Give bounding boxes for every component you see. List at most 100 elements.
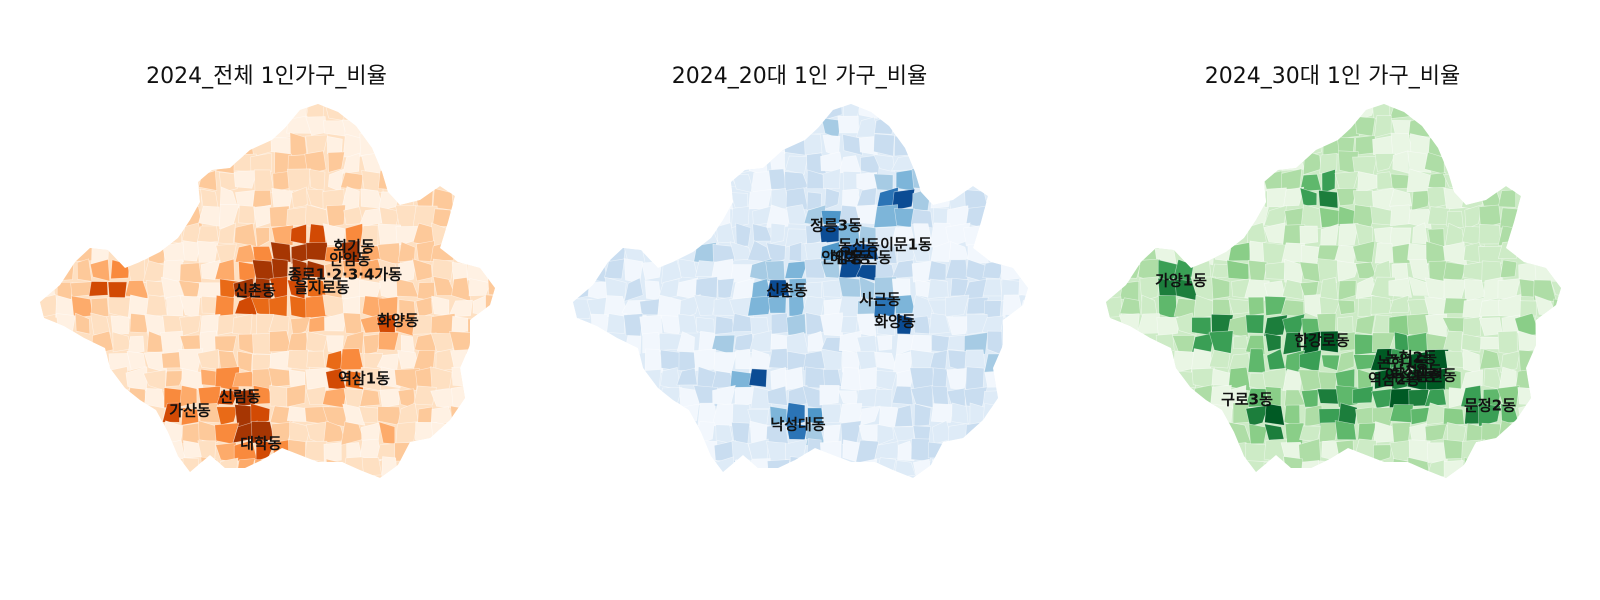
- district-region: [766, 204, 791, 228]
- district-region: [876, 313, 896, 337]
- district-region: [873, 204, 899, 228]
- district-region: [693, 294, 717, 316]
- district-region: [324, 312, 347, 332]
- district-region: [70, 241, 94, 262]
- district-region: [342, 312, 363, 335]
- district-label: 정릉3동: [810, 217, 862, 235]
- district-region: [269, 205, 290, 228]
- district-region: [606, 313, 625, 334]
- district-region: [1352, 385, 1374, 404]
- district-region: [395, 226, 419, 246]
- district-region: [913, 403, 932, 427]
- district-region: [1264, 261, 1286, 280]
- district-region: [873, 133, 895, 157]
- district-region: [75, 312, 91, 335]
- district-region: [379, 388, 400, 408]
- district-region: [1191, 316, 1212, 336]
- district-region: [1335, 385, 1359, 408]
- district-region: [712, 172, 737, 188]
- district-region: [270, 241, 292, 263]
- district-region: [238, 204, 255, 225]
- district-region: [1496, 385, 1520, 409]
- district-region: [361, 457, 382, 477]
- district-region: [1442, 407, 1465, 426]
- district-region: [451, 385, 469, 408]
- district-region: [448, 299, 473, 318]
- district-region: [693, 348, 717, 371]
- district-label: 삼성1동: [1390, 363, 1442, 381]
- district-region: [198, 420, 219, 443]
- district-region: [467, 318, 491, 337]
- district-region: [55, 313, 76, 338]
- district-region: [946, 316, 971, 336]
- district-region: [1317, 371, 1338, 392]
- district-label: 대학동: [240, 435, 282, 453]
- district-region: [785, 402, 806, 428]
- district-region: [358, 406, 381, 424]
- district-region: [1208, 349, 1231, 369]
- district-region: [1319, 277, 1339, 301]
- district-region: [786, 204, 809, 225]
- district-region: [1424, 423, 1448, 443]
- district-layer: [573, 104, 1028, 478]
- district-region: [1299, 173, 1322, 192]
- district-label: 논현1동: [1377, 354, 1429, 372]
- district-region: [1316, 258, 1339, 284]
- district-region: [88, 281, 109, 297]
- district-region: [89, 258, 111, 282]
- district-region: [806, 438, 822, 461]
- district-label: 역삼1동: [1385, 367, 1437, 385]
- district-region: [268, 367, 291, 388]
- district-region: [286, 349, 311, 371]
- district-region: [1232, 334, 1249, 350]
- district-label: 화양동: [377, 312, 419, 330]
- district-region: [108, 353, 132, 371]
- district-region: [1336, 187, 1358, 207]
- district-region: [1408, 209, 1432, 230]
- district-region: [164, 224, 183, 245]
- district-region: [804, 258, 825, 279]
- district-region: [927, 260, 947, 281]
- district-region: [197, 385, 221, 406]
- district-region: [932, 459, 953, 478]
- district-region: [837, 115, 860, 134]
- district-region: [897, 440, 915, 462]
- district-region: [1119, 297, 1141, 316]
- district-region: [1463, 457, 1485, 477]
- district-region: [1191, 243, 1215, 266]
- district-region: [1119, 280, 1140, 302]
- district-label: 낙성대동: [770, 416, 825, 434]
- panel-title: 2024_20대 1인 가구_비율: [671, 64, 928, 89]
- district-region: [327, 151, 345, 173]
- district-label: 안암동: [329, 251, 371, 269]
- district-region: [345, 223, 364, 247]
- district-region: [1018, 276, 1028, 297]
- district-region: [766, 385, 788, 406]
- district-region: [1264, 403, 1285, 426]
- district-region: [1000, 260, 1022, 281]
- district-region: [1370, 295, 1392, 315]
- district-region: [126, 350, 146, 371]
- district-region: [200, 259, 221, 280]
- district-region: [106, 366, 130, 392]
- district-region: [1427, 206, 1450, 226]
- district-region: [930, 240, 952, 263]
- district-region: [360, 258, 382, 280]
- district-region: [678, 294, 701, 320]
- district-region: [142, 404, 166, 424]
- district-region: [381, 456, 398, 478]
- district-region: [162, 402, 181, 423]
- district-region: [1334, 420, 1357, 441]
- district-region: [735, 222, 752, 247]
- district-region: [1389, 104, 1412, 120]
- district-region: [1247, 348, 1266, 374]
- district-region: [1337, 280, 1357, 301]
- district-region: [840, 367, 862, 391]
- district-region: [1228, 242, 1252, 262]
- district-region: [362, 333, 382, 356]
- district-region: [1300, 460, 1320, 478]
- district-region: [748, 330, 772, 353]
- district-region: [235, 458, 256, 478]
- district-label: 신림동: [219, 388, 261, 406]
